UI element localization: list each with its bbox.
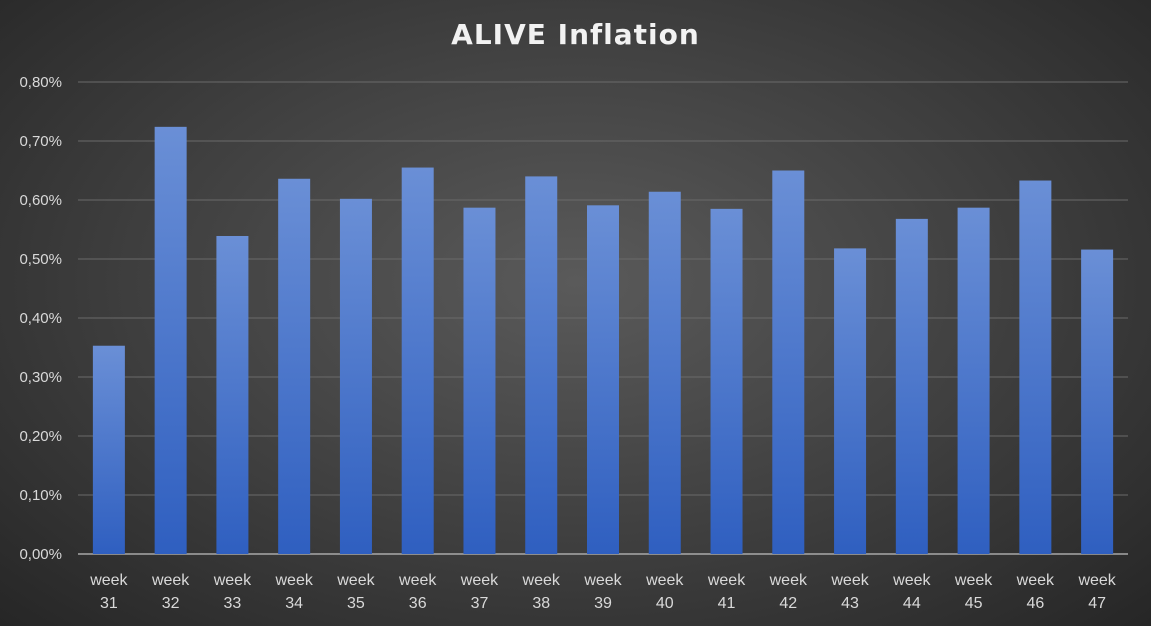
y-tick-label: 0,50% xyxy=(19,251,62,268)
bar xyxy=(216,235,249,555)
bar xyxy=(339,198,372,554)
y-tick-label: 0,00% xyxy=(19,546,62,563)
x-tick-label: week 37 xyxy=(460,572,499,612)
x-tick-label: week 47 xyxy=(1077,572,1116,612)
x-tick-label: week 31 xyxy=(89,572,128,612)
bar xyxy=(772,170,805,554)
x-tick-label: week 36 xyxy=(398,572,437,612)
x-tick-label: week 42 xyxy=(769,572,808,612)
bar xyxy=(648,191,681,555)
x-tick-label: week 41 xyxy=(707,572,746,612)
x-tick-label: week 33 xyxy=(213,572,252,612)
y-tick-label: 0,20% xyxy=(19,428,62,445)
x-tick-label: week 35 xyxy=(336,572,375,612)
y-tick-label: 0,70% xyxy=(19,133,62,150)
x-tick-label: week 39 xyxy=(583,572,622,612)
y-tick-label: 0,80% xyxy=(19,74,62,91)
y-tick-label: 0,60% xyxy=(19,192,62,209)
x-tick-label: week 43 xyxy=(830,572,869,612)
bar xyxy=(834,248,867,554)
x-tick-label: week 32 xyxy=(151,572,190,612)
bar xyxy=(895,218,928,554)
bar xyxy=(957,207,990,555)
x-tick-label: week 44 xyxy=(892,572,931,612)
x-tick-label: week 46 xyxy=(1016,572,1055,612)
bar xyxy=(525,176,558,554)
y-tick-label: 0,40% xyxy=(19,310,62,327)
bar xyxy=(587,205,619,554)
y-axis-tick-labels: 0,00% 0,10% 0,20% 0,30% 0,40% 0,50% 0,60% 0,70%… xyxy=(19,74,62,563)
x-tick-label: week 34 xyxy=(274,572,313,612)
bar xyxy=(1019,180,1052,554)
y-tick-label: 0,10% xyxy=(19,487,62,504)
bars xyxy=(92,126,1114,555)
x-axis-tick-labels: week 31 week 32 week 33 week 34 week 35 week 36 week… xyxy=(89,572,1117,612)
bar xyxy=(710,208,743,554)
bar xyxy=(92,345,125,554)
bar xyxy=(401,167,434,555)
chart-title: ALIVE Inflation xyxy=(451,18,700,51)
bar xyxy=(278,178,311,554)
x-tick-label: week 38 xyxy=(522,572,561,612)
bar xyxy=(154,126,187,554)
x-tick-label: week 40 xyxy=(645,572,684,612)
y-tick-label: 0,30% xyxy=(19,369,62,386)
bar xyxy=(1081,249,1114,554)
x-tick-label: week 45 xyxy=(954,572,993,612)
bar xyxy=(463,207,496,555)
